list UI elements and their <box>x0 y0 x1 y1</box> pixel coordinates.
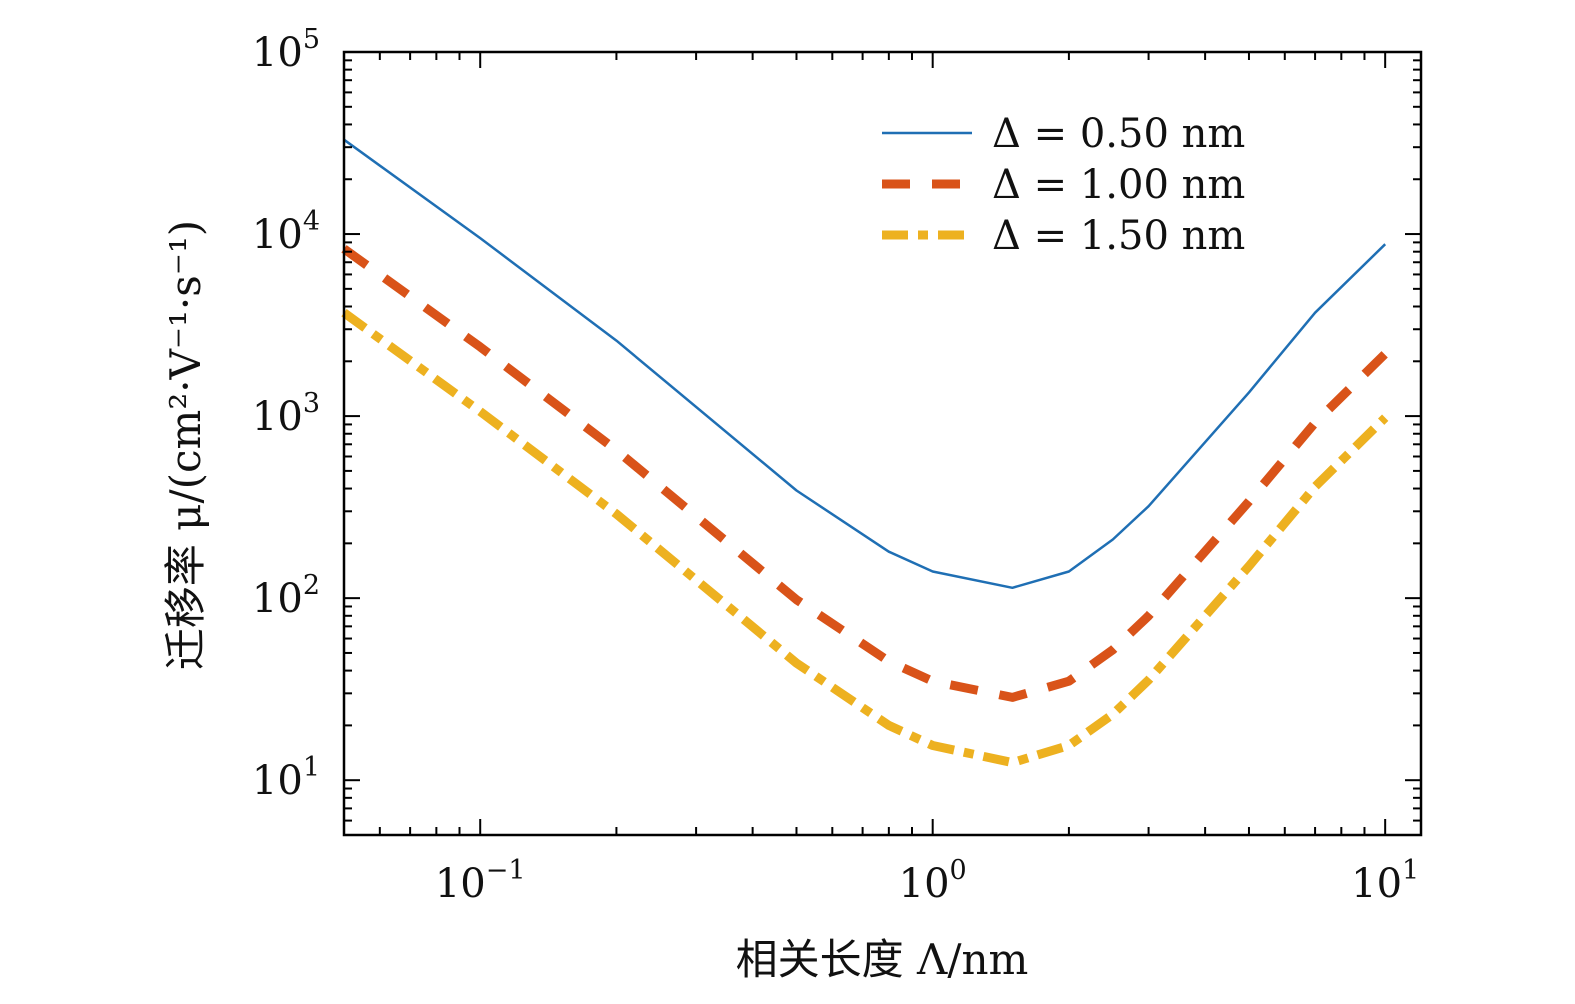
y-tick-label: 104 <box>252 206 320 258</box>
y-tick-label: 102 <box>252 570 320 622</box>
legend-label-3: Δ = 1.50 nm <box>992 213 1245 259</box>
series-line-3 <box>341 309 1389 768</box>
x-axis-label: 相关长度 Λ/nm <box>736 935 1029 984</box>
legend-label-2: Δ = 1.00 nm <box>992 162 1245 208</box>
legend: Δ = 0.50 nm Δ = 1.00 nm Δ = 1.50 nm <box>882 111 1245 259</box>
tick-label-layer: 10−1 100 101 101 102 103 104 105 <box>252 24 1419 907</box>
legend-label-1: Δ = 0.50 nm <box>992 111 1245 157</box>
x-tick-label: 101 <box>1351 855 1419 907</box>
x-tick-label: 10−1 <box>435 855 526 907</box>
y-tick-label: 105 <box>252 24 320 76</box>
y-axis-label: 迁移率 μ/(cm²·V⁻¹·s⁻¹) <box>161 220 210 670</box>
series-line-2 <box>341 245 1389 702</box>
x-tick-label: 100 <box>899 855 967 907</box>
plot-frame <box>342 50 1423 837</box>
y-tick-label: 101 <box>252 752 320 804</box>
series-layer <box>341 138 1389 768</box>
series-line-1 <box>343 138 1387 590</box>
y-tick-label: 103 <box>252 388 320 440</box>
